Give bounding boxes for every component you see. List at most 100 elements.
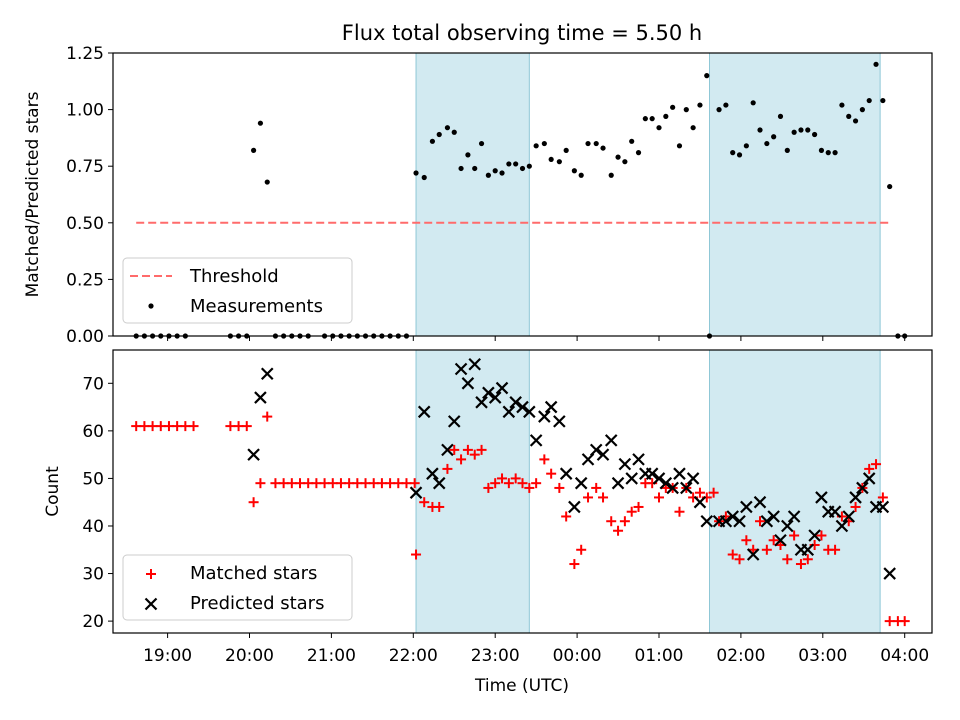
x-stroke-b xyxy=(488,391,502,404)
matched-stars-markers xyxy=(131,411,910,627)
predicted-star-marker xyxy=(753,495,767,509)
x-stroke-b xyxy=(596,448,610,461)
x-stroke-b xyxy=(618,457,632,471)
x-stroke-b xyxy=(475,396,488,409)
x-stroke-b xyxy=(516,400,529,414)
legend-x-marker xyxy=(144,597,158,611)
measurement-point xyxy=(585,140,591,147)
matched-star-marker xyxy=(462,444,473,455)
x-stroke-b xyxy=(686,472,700,485)
matched-star-marker xyxy=(871,459,882,470)
matched-star-marker xyxy=(188,421,199,432)
count-y-axis-ticks: 20 30 40 50 60 70 xyxy=(82,374,113,632)
predicted-star-marker xyxy=(673,467,686,480)
matched-star-marker xyxy=(727,549,738,560)
x-stroke-b xyxy=(733,514,746,528)
matched-star-marker xyxy=(497,473,508,484)
predicted-star-marker xyxy=(488,391,502,404)
measurement-point xyxy=(832,150,838,156)
predicted-star-marker xyxy=(726,510,739,523)
measurement-point xyxy=(492,168,498,174)
matched-star-marker xyxy=(503,478,514,489)
matched-star-marker xyxy=(434,501,445,512)
x-stroke-b xyxy=(589,443,603,457)
count-legend-box xyxy=(122,554,353,621)
x-stroke-b xyxy=(426,467,439,480)
x-axis-label: Time (UTC) xyxy=(474,676,569,696)
measurement-point xyxy=(472,165,478,172)
x-tick-label: 00:00 xyxy=(553,646,602,666)
measurement-point xyxy=(429,138,436,144)
y-tick-label: 1.25 xyxy=(66,44,104,64)
measurement-point xyxy=(859,107,865,113)
measurement-point xyxy=(777,113,784,119)
predicted-star-marker xyxy=(774,533,787,547)
x-tick-label: 23:00 xyxy=(471,646,520,666)
measurement-point xyxy=(506,161,512,167)
x-stroke-b xyxy=(787,510,801,523)
x-stroke-b xyxy=(726,510,739,523)
measurement-point xyxy=(257,120,264,126)
legend-plus-marker xyxy=(146,569,156,579)
predicted-star-marker xyxy=(604,434,618,447)
predicted-star-marker xyxy=(828,505,842,518)
measurement-point xyxy=(663,113,669,119)
matched-star-marker xyxy=(531,478,542,489)
measurement-point xyxy=(846,113,852,119)
x-stroke-b xyxy=(144,597,158,611)
x-stroke-b xyxy=(568,500,581,514)
predicted-star-marker xyxy=(801,543,815,557)
measurement-point xyxy=(563,147,569,153)
measurement-point xyxy=(451,129,457,135)
measurement-point xyxy=(264,179,270,185)
x-stroke-b xyxy=(538,410,551,423)
matched-star-marker xyxy=(761,544,772,555)
matched-star-marker xyxy=(419,497,430,508)
predicted-star-marker xyxy=(432,476,446,490)
predicted-stars-markers xyxy=(247,357,896,580)
predicted-star-marker xyxy=(686,472,700,485)
measurement-point xyxy=(519,165,526,172)
y-tick-label: 70 xyxy=(82,374,104,394)
predicted-star-marker xyxy=(808,529,821,542)
y-tick-label: 0.75 xyxy=(66,157,104,177)
predicted-star-marker xyxy=(523,405,536,419)
measurement-point xyxy=(798,127,804,133)
predicted-star-marker xyxy=(509,396,522,409)
legend-matched-label: Matched stars xyxy=(190,563,317,584)
predicted-star-marker xyxy=(760,514,774,528)
matched-star-marker xyxy=(654,492,664,503)
count-x-axis-ticks: 19:00 20:00 21:00 22:00 23:00 00:00 01:00 02:00… xyxy=(143,633,929,666)
matched-star-marker xyxy=(877,492,888,503)
x-stroke-b xyxy=(447,415,461,428)
measurement-point xyxy=(764,140,770,147)
x-stroke-b xyxy=(409,486,423,499)
predicted-star-marker xyxy=(787,510,801,523)
x-stroke-b xyxy=(611,476,625,490)
matched-star-marker xyxy=(524,482,535,493)
measurement-point xyxy=(818,147,825,153)
matched-star-marker xyxy=(830,544,841,555)
predicted-star-marker xyxy=(733,514,746,528)
predicted-star-marker xyxy=(454,362,468,376)
x-stroke-b xyxy=(523,405,536,419)
chart-title: Flux total observing time = 5.50 h xyxy=(342,21,702,45)
x-tick-label: 22:00 xyxy=(389,646,438,666)
predicted-star-marker xyxy=(740,500,753,514)
matched-star-marker xyxy=(619,516,630,527)
measurement-point xyxy=(736,152,743,158)
predicted-star-marker xyxy=(883,567,896,580)
ratio-y-axis-ticks: 0.00 0.25 0.50 0.75 1.00 1.25 xyxy=(66,44,113,347)
predicted-star-marker xyxy=(842,510,856,523)
measurement-point xyxy=(578,172,584,178)
measurement-point xyxy=(622,159,628,165)
predicted-star-marker xyxy=(426,467,439,480)
observing-windows xyxy=(415,349,881,634)
matched-star-marker xyxy=(755,516,766,527)
predicted-star-marker xyxy=(618,457,632,471)
predicted-star-marker xyxy=(447,415,461,428)
measurement-point xyxy=(887,183,893,190)
predicted-star-marker xyxy=(495,381,509,395)
y-tick-label: 1.00 xyxy=(66,101,104,121)
ratio-y-axis-label: Matched/Predicted stars xyxy=(23,91,43,297)
